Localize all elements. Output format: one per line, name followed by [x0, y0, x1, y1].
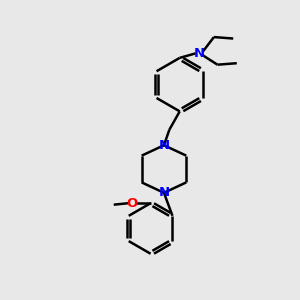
Text: O: O — [127, 197, 138, 210]
Text: N: N — [194, 47, 205, 60]
Text: N: N — [158, 139, 169, 152]
Text: N: N — [158, 186, 169, 199]
